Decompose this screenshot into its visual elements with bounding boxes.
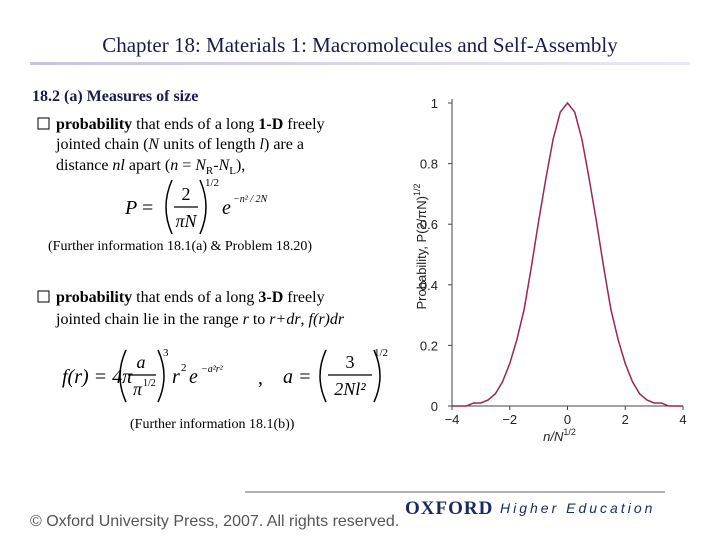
x-tick-label: 4 [679,412,686,427]
bullet-line: jointed chain lie in the range r to r+dr… [55,311,345,328]
y-tick-label: 0.6 [420,217,438,232]
chart: 00.20.40.60.81−4 −2 0 2 4n/N1/2Probability, … [412,96,687,444]
title-rule [30,62,690,65]
note: (Further information 18.1(a) & Problem 1… [48,239,312,254]
axis-label-text: Probability, P(2/πN) [414,196,429,309]
eq-symbol: e [222,197,231,219]
eq-symbol: π [133,379,143,399]
eq-symbol: 3 [163,347,169,359]
eq-symbol: P [124,197,137,219]
eq-symbol: 3 [346,352,355,372]
section-heading: 18.2 (a) Measures of size [32,88,198,105]
paren [319,349,327,403]
eq-symbol: 1/2 [205,177,219,189]
x-tick-label: 0 [564,412,571,427]
data-line [452,101,683,407]
note: (Further information 18.1(b)) [130,417,295,432]
equation: P = 2 πN 1/2 e −n² / 2N [124,177,269,235]
paren [165,179,173,235]
x-tick-label: 2 [622,412,629,427]
bullet-line: distance nl apart (n = NR-NL), [56,157,245,177]
axis-label-text: n/N [543,429,564,444]
y-tick-label: 0.2 [420,338,438,353]
copyright: © Oxford University Press, 2007. All rig… [30,513,399,530]
eq-symbol: 1/2 [374,347,388,359]
axis-label-sup: 1/2 [412,184,422,197]
paren [373,349,381,403]
y-tick-label: 0.4 [420,278,438,293]
x-axis-label: n/N1/2 [543,427,576,444]
eq-symbol: a [137,352,146,372]
x-tick-label: −4 [445,412,460,427]
bullet-box [37,290,50,303]
eq-symbol: a = [283,366,312,388]
imprint: Higher Education [500,500,655,516]
publisher: OXFORD [405,498,493,519]
eq-symbol: πN [175,211,197,231]
eq-symbol: = [142,197,153,219]
slide-title: Chapter 18: Materials 1: Macromolecules … [102,33,618,57]
paren [199,179,207,235]
eq-symbol: e [189,366,198,388]
equation: f(r) = 4π a π 1/2 3 r 2 e −a²r² , a = 3 … [62,347,388,403]
eq-symbol: 2 [181,362,187,374]
eq-symbol: f(r) = 4π [62,366,133,388]
bullet-box [37,117,50,130]
y-tick-label: 0 [431,399,438,414]
bullet-line: probability that ends of a long 3-D free… [56,289,325,306]
eq-symbol: 2 [182,184,191,204]
eq-symbol: 1/2 [143,378,156,389]
eq-symbol: , [258,367,263,389]
paren [119,349,127,403]
bullet-line: jointed chain (N units of length l) are … [55,136,304,153]
paren [157,349,165,403]
eq-symbol: r [172,366,180,388]
y-tick-label: 1 [431,96,438,111]
bullet-line: probability that ends of a long 1-D free… [56,116,325,133]
eq-symbol: −n² / 2N [233,194,269,205]
axis-label-sup: 1/2 [563,427,576,437]
eq-symbol: 2Nl² [334,379,366,399]
y-tick-label: 0.8 [420,157,438,172]
y-axis-label: Probability, P(2/πN)1/2 [412,184,429,310]
eq-symbol: −a²r² [201,364,224,375]
x-tick-label: −2 [502,412,517,427]
